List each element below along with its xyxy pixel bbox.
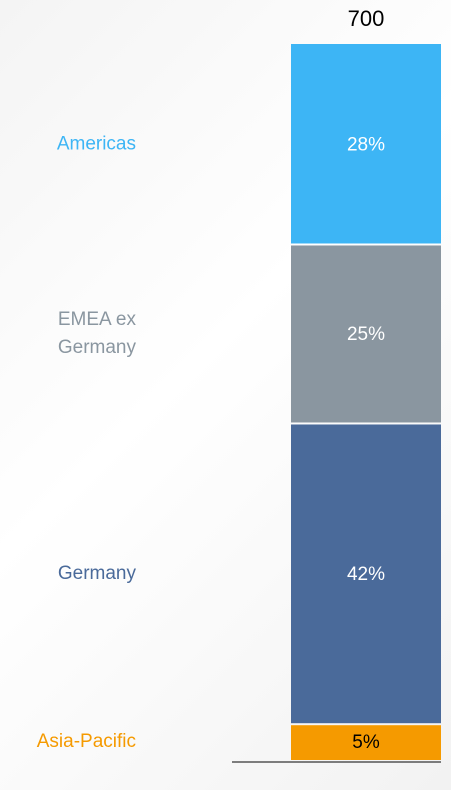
total-label: 700	[348, 6, 385, 31]
legend-label: EMEA ex Germany	[58, 309, 137, 358]
value-label: 5%	[352, 732, 380, 753]
legend-label: Americas	[57, 133, 136, 154]
legend-label: Germany	[58, 563, 137, 584]
bar-segment	[291, 424, 441, 724]
value-label: 28%	[347, 134, 385, 155]
value-label: 42%	[347, 564, 385, 585]
bar-segment	[291, 725, 441, 760]
legend-label: Asia-Pacific	[37, 731, 136, 752]
bar-segment	[291, 44, 441, 244]
value-label: 25%	[347, 324, 385, 345]
bar-segment	[291, 245, 441, 423]
